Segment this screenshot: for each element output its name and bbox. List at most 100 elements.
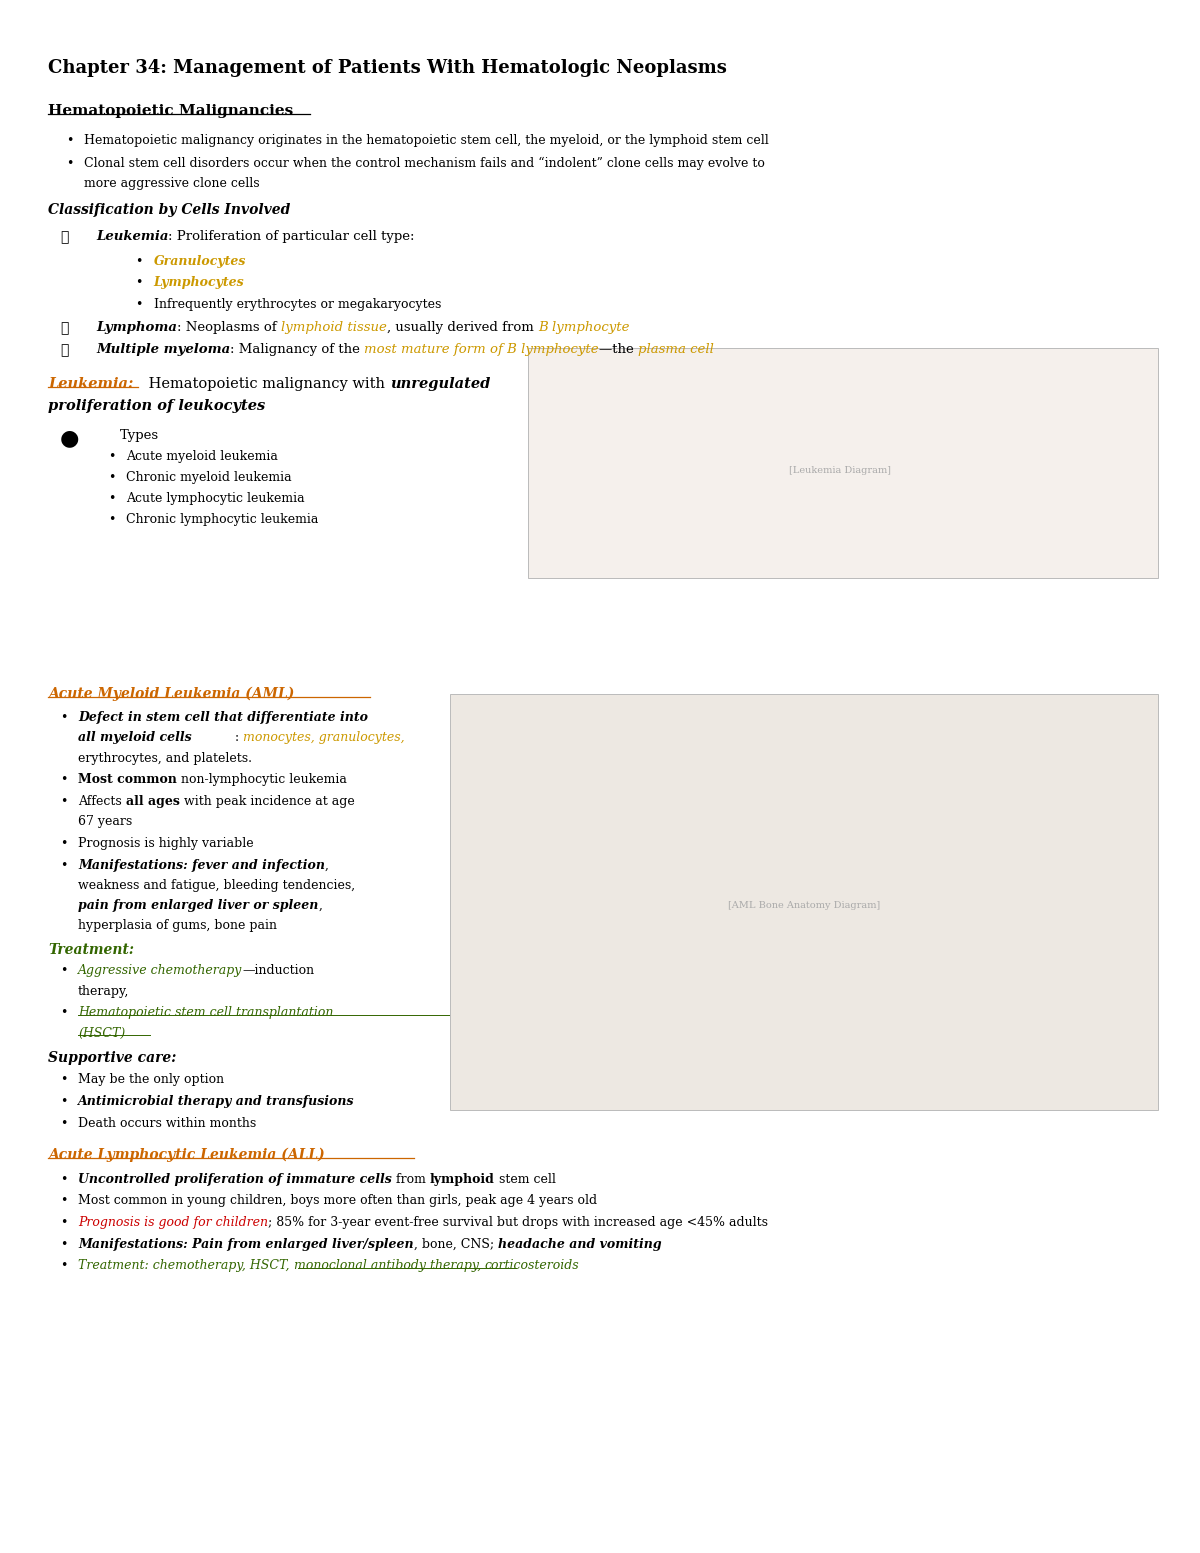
Text: non-lymphocytic leukemia: non-lymphocytic leukemia — [176, 773, 347, 786]
Text: Hematopoietic Malignancies: Hematopoietic Malignancies — [48, 104, 293, 118]
Text: Granulocytes: Granulocytes — [154, 255, 246, 267]
Text: Clonal stem cell disorders occur when the control mechanism fails and “indolent”: Clonal stem cell disorders occur when th… — [84, 157, 764, 171]
Text: Manifestations: fever and infection: Manifestations: fever and infection — [78, 859, 325, 871]
Text: Hematopoietic malignancy originates in the hematopoietic stem cell, the myeloid,: Hematopoietic malignancy originates in t… — [84, 134, 769, 146]
Text: •: • — [60, 1006, 67, 1019]
Text: Acute myeloid leukemia: Acute myeloid leukemia — [126, 450, 278, 463]
Text: ✓: ✓ — [60, 230, 68, 244]
Text: May be the only option: May be the only option — [78, 1073, 224, 1086]
Text: Treatment:: Treatment: — [48, 943, 134, 957]
Text: proliferation of leukocytes: proliferation of leukocytes — [48, 399, 265, 413]
Text: Infrequently erythrocytes or megakaryocytes: Infrequently erythrocytes or megakaryocy… — [154, 298, 440, 311]
Text: ; 85% for 3-year event-free survival but drops with increased age <45% adults: ; 85% for 3-year event-free survival but… — [268, 1216, 768, 1228]
Text: Supportive care:: Supportive care: — [48, 1051, 176, 1065]
Text: most mature form of B lymphocyte: most mature form of B lymphocyte — [365, 343, 599, 356]
Text: •: • — [60, 1259, 67, 1272]
Text: unregulated: unregulated — [390, 377, 490, 391]
Text: [Leukemia Diagram]: [Leukemia Diagram] — [790, 466, 890, 475]
Text: Defect in stem cell that differentiate into: Defect in stem cell that differentiate i… — [78, 711, 368, 724]
Text: weakness and fatigue, bleeding tendencies,: weakness and fatigue, bleeding tendencie… — [78, 879, 355, 891]
Text: •: • — [60, 1073, 67, 1086]
Text: headache and vomiting: headache and vomiting — [498, 1238, 661, 1250]
Text: •: • — [60, 795, 67, 808]
Text: Chronic myeloid leukemia: Chronic myeloid leukemia — [126, 472, 292, 485]
Text: Hematopoietic stem cell transplantation: Hematopoietic stem cell transplantation — [78, 1006, 334, 1019]
Text: •: • — [60, 1238, 67, 1250]
Text: •: • — [108, 512, 115, 526]
Text: 67 years: 67 years — [78, 815, 132, 828]
Text: ,: , — [325, 859, 329, 871]
Text: •: • — [136, 255, 143, 267]
Text: Leukemia: Leukemia — [96, 230, 168, 242]
Text: Manifestations: Pain from enlarged liver/spleen: Manifestations: Pain from enlarged liver… — [78, 1238, 414, 1250]
Text: with peak incidence at age: with peak incidence at age — [180, 795, 354, 808]
Text: •: • — [136, 276, 143, 289]
Text: lymphoid: lymphoid — [430, 1173, 494, 1185]
Text: •: • — [60, 1095, 67, 1107]
Text: : Neoplasms of: : Neoplasms of — [176, 321, 281, 334]
Text: Chronic lymphocytic leukemia: Chronic lymphocytic leukemia — [126, 512, 318, 526]
Text: Uncontrolled proliferation of immature cells: Uncontrolled proliferation of immature c… — [78, 1173, 391, 1185]
Text: Most common in young children, boys more often than girls, peak age 4 years old: Most common in young children, boys more… — [78, 1194, 598, 1207]
Text: •: • — [108, 450, 115, 463]
Text: Leukemia:: Leukemia: — [48, 377, 133, 391]
Text: Prognosis is highly variable: Prognosis is highly variable — [78, 837, 253, 849]
Text: —the: —the — [599, 343, 638, 356]
Text: ,: , — [318, 899, 323, 912]
Text: from: from — [391, 1173, 430, 1185]
Text: Classification by Cells Involved: Classification by Cells Involved — [48, 203, 290, 217]
Text: plasma cell: plasma cell — [638, 343, 714, 356]
Text: Antimicrobial therapy and transfusions: Antimicrobial therapy and transfusions — [78, 1095, 354, 1107]
Text: more aggressive clone cells: more aggressive clone cells — [84, 177, 259, 189]
Text: Acute lymphocytic leukemia: Acute lymphocytic leukemia — [126, 492, 305, 505]
Text: •: • — [60, 837, 67, 849]
Text: monocytes, granulocytes,: monocytes, granulocytes, — [244, 731, 404, 744]
Text: Hematopoietic malignancy with: Hematopoietic malignancy with — [144, 377, 390, 391]
Text: erythrocytes, and platelets.: erythrocytes, and platelets. — [78, 752, 252, 764]
Text: Lymphocytes: Lymphocytes — [154, 276, 245, 289]
Text: [AML Bone Anatomy Diagram]: [AML Bone Anatomy Diagram] — [728, 901, 880, 910]
Text: Treatment: chemotherapy, HSCT,: Treatment: chemotherapy, HSCT, — [78, 1259, 294, 1272]
Text: , bone, CNS;: , bone, CNS; — [414, 1238, 498, 1250]
Text: •: • — [60, 1216, 67, 1228]
Text: hyperplasia of gums, bone pain: hyperplasia of gums, bone pain — [78, 919, 277, 932]
Text: Lymphoma: Lymphoma — [96, 321, 178, 334]
Text: pain from enlarged liver or spleen: pain from enlarged liver or spleen — [78, 899, 318, 912]
Text: (HSCT): (HSCT) — [78, 1027, 125, 1039]
Text: —induction: —induction — [242, 964, 314, 977]
Text: ✓: ✓ — [60, 321, 68, 335]
Text: Acute Myeloid Leukemia (AML): Acute Myeloid Leukemia (AML) — [48, 686, 294, 700]
Text: Chapter 34: Management of Patients With Hematologic Neoplasms: Chapter 34: Management of Patients With … — [48, 59, 727, 78]
Text: :: : — [235, 731, 244, 744]
Text: •: • — [60, 773, 67, 786]
Text: Multiple myeloma: Multiple myeloma — [96, 343, 230, 356]
Text: : Proliferation of particular cell type:: : Proliferation of particular cell type: — [168, 230, 415, 242]
Text: •: • — [60, 711, 67, 724]
Text: : Malignancy of the: : Malignancy of the — [230, 343, 365, 356]
Text: therapy,: therapy, — [78, 985, 130, 997]
Text: ✓: ✓ — [60, 343, 68, 357]
Text: Death occurs within months: Death occurs within months — [78, 1117, 257, 1129]
Text: Most common: Most common — [78, 773, 176, 786]
Text: •: • — [60, 1117, 67, 1129]
Text: •: • — [60, 859, 67, 871]
Text: all myeloid cells: all myeloid cells — [78, 731, 192, 744]
Text: •: • — [66, 157, 73, 169]
Text: •: • — [60, 964, 67, 977]
Text: •: • — [66, 134, 73, 146]
FancyBboxPatch shape — [450, 694, 1158, 1110]
Text: all ages: all ages — [126, 795, 180, 808]
Text: Affects: Affects — [78, 795, 126, 808]
Text: B lymphocyte: B lymphocyte — [538, 321, 629, 334]
Text: , usually derived from: , usually derived from — [386, 321, 538, 334]
Text: ●: ● — [60, 427, 79, 449]
Text: Aggressive chemotherapy: Aggressive chemotherapy — [78, 964, 242, 977]
Text: •: • — [108, 492, 115, 505]
Text: Types: Types — [120, 429, 160, 441]
Text: •: • — [108, 472, 115, 485]
Text: •: • — [60, 1194, 67, 1207]
Text: monoclonal antibody: monoclonal antibody — [294, 1259, 426, 1272]
Text: lymphoid tissue: lymphoid tissue — [281, 321, 386, 334]
Text: •: • — [136, 298, 143, 311]
FancyBboxPatch shape — [528, 348, 1158, 578]
